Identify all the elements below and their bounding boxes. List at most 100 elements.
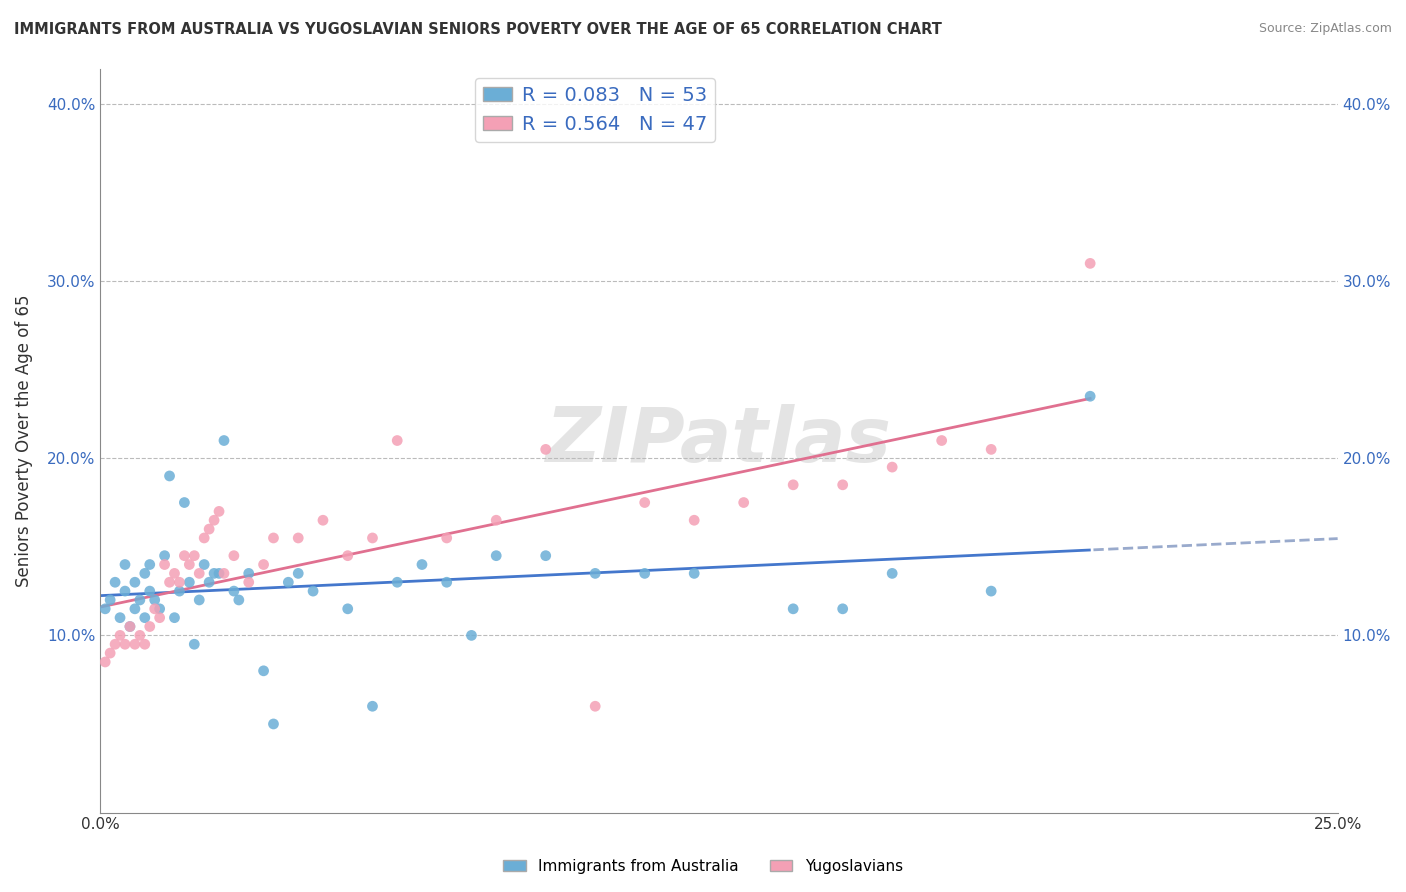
Point <box>1078 389 1101 403</box>
Point <box>149 602 172 616</box>
Point <box>193 558 215 572</box>
Point <box>169 575 191 590</box>
Point <box>252 664 274 678</box>
Point <box>287 531 309 545</box>
Point <box>124 637 146 651</box>
Point <box>173 549 195 563</box>
Point <box>485 513 508 527</box>
Point <box>118 619 141 633</box>
Point <box>634 566 657 581</box>
Point <box>931 434 953 448</box>
Point <box>128 593 150 607</box>
Point <box>208 566 231 581</box>
Point <box>263 531 285 545</box>
Text: Source: ZipAtlas.com: Source: ZipAtlas.com <box>1258 22 1392 36</box>
Point <box>139 619 162 633</box>
Point <box>143 593 166 607</box>
Point <box>302 584 325 599</box>
Point <box>683 513 706 527</box>
Point <box>179 558 201 572</box>
Point <box>460 628 482 642</box>
Point <box>104 575 127 590</box>
Point <box>336 549 359 563</box>
Point <box>188 593 211 607</box>
Point <box>831 478 853 492</box>
Legend: R = 0.083   N = 53, R = 0.564   N = 47: R = 0.083 N = 53, R = 0.564 N = 47 <box>475 78 716 142</box>
Point <box>153 558 176 572</box>
Point <box>287 566 309 581</box>
Point <box>534 442 557 457</box>
Point <box>782 602 804 616</box>
Point <box>980 584 1002 599</box>
Point <box>139 584 162 599</box>
Point <box>98 593 121 607</box>
Point <box>212 566 235 581</box>
Point <box>159 469 181 483</box>
Point <box>436 531 458 545</box>
Point <box>114 637 136 651</box>
Point <box>114 558 136 572</box>
Point <box>124 602 146 616</box>
Point <box>980 442 1002 457</box>
Point <box>183 637 205 651</box>
Point <box>222 584 245 599</box>
Point <box>163 610 186 624</box>
Point <box>202 513 225 527</box>
Point <box>134 566 156 581</box>
Point <box>94 655 117 669</box>
Point <box>108 610 131 624</box>
Y-axis label: Seniors Poverty Over the Age of 65: Seniors Poverty Over the Age of 65 <box>15 294 32 587</box>
Point <box>159 575 181 590</box>
Point <box>124 575 146 590</box>
Point <box>143 602 166 616</box>
Text: IMMIGRANTS FROM AUSTRALIA VS YUGOSLAVIAN SENIORS POVERTY OVER THE AGE OF 65 CORR: IMMIGRANTS FROM AUSTRALIA VS YUGOSLAVIAN… <box>14 22 942 37</box>
Point <box>179 575 201 590</box>
Point <box>222 549 245 563</box>
Point <box>882 566 904 581</box>
Point <box>208 504 231 518</box>
Point <box>169 584 191 599</box>
Point <box>312 513 335 527</box>
Point <box>193 531 215 545</box>
Point <box>163 566 186 581</box>
Point <box>534 549 557 563</box>
Point <box>114 584 136 599</box>
Point <box>153 549 176 563</box>
Point <box>228 593 250 607</box>
Point <box>252 558 274 572</box>
Point <box>387 434 409 448</box>
Point <box>583 566 606 581</box>
Point <box>361 531 384 545</box>
Point <box>485 549 508 563</box>
Text: ZIPatlas: ZIPatlas <box>546 403 891 477</box>
Point <box>98 646 121 660</box>
Point <box>128 628 150 642</box>
Point <box>263 717 285 731</box>
Point <box>183 549 205 563</box>
Point <box>134 610 156 624</box>
Point <box>238 575 260 590</box>
Point <box>277 575 299 590</box>
Point <box>683 566 706 581</box>
Point <box>118 619 141 633</box>
Point <box>202 566 225 581</box>
Point <box>1078 256 1101 270</box>
Point <box>387 575 409 590</box>
Point <box>634 495 657 509</box>
Point <box>831 602 853 616</box>
Point <box>108 628 131 642</box>
Point <box>104 637 127 651</box>
Point <box>411 558 433 572</box>
Point <box>782 478 804 492</box>
Point <box>188 566 211 581</box>
Point <box>583 699 606 714</box>
Point <box>94 602 117 616</box>
Point <box>139 558 162 572</box>
Point <box>149 610 172 624</box>
Point <box>173 495 195 509</box>
Point <box>733 495 755 509</box>
Point <box>882 460 904 475</box>
Point <box>212 434 235 448</box>
Point <box>361 699 384 714</box>
Point <box>198 575 221 590</box>
